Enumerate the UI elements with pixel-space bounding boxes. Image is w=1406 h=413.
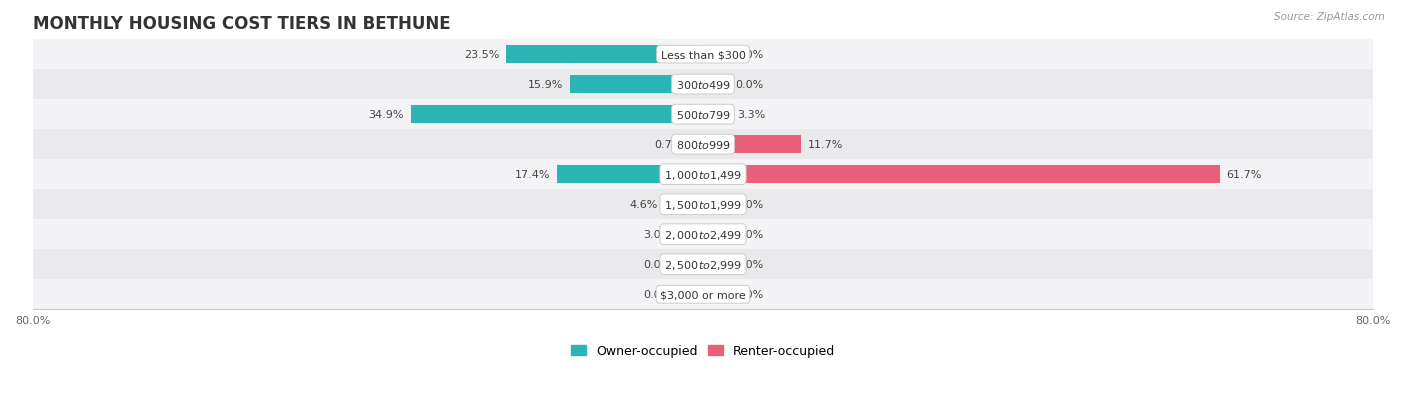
Text: 0.0%: 0.0% xyxy=(735,80,763,90)
Bar xyxy=(32,40,1374,70)
Text: 61.7%: 61.7% xyxy=(1226,170,1263,180)
Bar xyxy=(703,196,728,214)
Text: 0.76%: 0.76% xyxy=(655,140,690,150)
Bar xyxy=(557,166,703,184)
Bar xyxy=(703,166,1220,184)
Text: $500 to $799: $500 to $799 xyxy=(675,109,731,121)
Text: 0.0%: 0.0% xyxy=(735,200,763,210)
Bar xyxy=(703,76,728,94)
Text: 3.0%: 3.0% xyxy=(643,230,671,240)
Text: 0.0%: 0.0% xyxy=(735,290,763,299)
Text: 0.0%: 0.0% xyxy=(735,50,763,60)
Text: 0.0%: 0.0% xyxy=(643,290,671,299)
Text: $2,000 to $2,499: $2,000 to $2,499 xyxy=(664,228,742,241)
Text: Less than $300: Less than $300 xyxy=(661,50,745,60)
Text: 3.3%: 3.3% xyxy=(737,110,766,120)
Text: $1,500 to $1,999: $1,500 to $1,999 xyxy=(664,198,742,211)
Text: 0.0%: 0.0% xyxy=(735,260,763,270)
Text: 0.0%: 0.0% xyxy=(643,260,671,270)
Bar xyxy=(678,285,703,304)
Bar xyxy=(411,106,703,124)
Text: 11.7%: 11.7% xyxy=(807,140,844,150)
Bar xyxy=(32,70,1374,100)
Bar xyxy=(32,100,1374,130)
Text: 4.6%: 4.6% xyxy=(630,200,658,210)
Bar xyxy=(32,220,1374,249)
Bar xyxy=(32,280,1374,309)
Bar xyxy=(506,46,703,64)
Bar xyxy=(703,106,731,124)
Bar xyxy=(678,225,703,244)
Text: $2,500 to $2,999: $2,500 to $2,999 xyxy=(664,258,742,271)
Text: 0.0%: 0.0% xyxy=(735,230,763,240)
Bar xyxy=(696,136,703,154)
Text: $800 to $999: $800 to $999 xyxy=(675,139,731,151)
Bar xyxy=(32,249,1374,280)
Text: Source: ZipAtlas.com: Source: ZipAtlas.com xyxy=(1274,12,1385,22)
Bar xyxy=(703,136,801,154)
Bar xyxy=(665,196,703,214)
Bar xyxy=(569,76,703,94)
Bar xyxy=(703,225,728,244)
Text: 23.5%: 23.5% xyxy=(464,50,499,60)
Text: $1,000 to $1,499: $1,000 to $1,499 xyxy=(664,168,742,181)
Bar xyxy=(32,190,1374,220)
Bar xyxy=(678,256,703,273)
Text: $3,000 or more: $3,000 or more xyxy=(661,290,745,299)
Text: 17.4%: 17.4% xyxy=(515,170,551,180)
Text: MONTHLY HOUSING COST TIERS IN BETHUNE: MONTHLY HOUSING COST TIERS IN BETHUNE xyxy=(32,15,450,33)
Bar xyxy=(703,256,728,273)
Legend: Owner-occupied, Renter-occupied: Owner-occupied, Renter-occupied xyxy=(567,339,839,363)
Bar xyxy=(32,160,1374,190)
Text: $300 to $499: $300 to $499 xyxy=(675,79,731,91)
Bar xyxy=(32,130,1374,160)
Text: 15.9%: 15.9% xyxy=(527,80,562,90)
Text: 34.9%: 34.9% xyxy=(368,110,404,120)
Bar xyxy=(703,285,728,304)
Bar xyxy=(703,46,728,64)
